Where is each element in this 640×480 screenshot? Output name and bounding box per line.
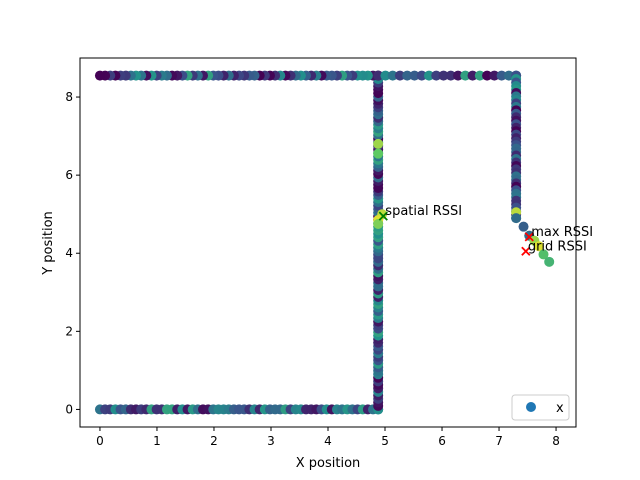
data-point: [518, 221, 529, 232]
x-tick-label: 8: [552, 434, 560, 448]
data-point: [460, 70, 471, 81]
data-point: [373, 148, 384, 159]
data-point: [402, 70, 413, 81]
legend-marker: [526, 402, 536, 412]
y-tick-label: 4: [65, 246, 73, 260]
marker-label: grid RSSI: [528, 239, 587, 254]
data-point: [373, 218, 384, 229]
data-point: [544, 256, 555, 267]
data-point: [453, 70, 464, 81]
x-tick-label: 6: [438, 434, 446, 448]
x-tick-label: 2: [210, 434, 218, 448]
legend-label: x: [556, 401, 564, 416]
y-tick-label: 2: [65, 324, 73, 338]
data-point: [373, 70, 384, 81]
legend-box: [511, 394, 570, 421]
data-point: [380, 70, 391, 81]
data-point: [496, 70, 507, 81]
x-tick-label: 5: [381, 434, 389, 448]
x-tick-label: 7: [495, 434, 503, 448]
x-tick-label: 4: [324, 434, 332, 448]
y-tick-label: 0: [65, 402, 73, 416]
y-axis-ticks: 0 2 4 6 8: [65, 90, 80, 416]
data-point: [387, 70, 398, 81]
data-point: [431, 70, 442, 81]
data-point: [538, 249, 549, 260]
marker-spatial-rssi: spatial RSSI: [378, 204, 462, 221]
data-point: [533, 241, 544, 252]
data-point: [445, 70, 456, 81]
data-point: [474, 70, 485, 81]
data-point: [424, 70, 435, 81]
data-point: [467, 70, 478, 81]
data-point: [482, 70, 493, 81]
data-point: [409, 70, 420, 81]
legend: x: [511, 394, 570, 421]
data-point: [416, 70, 427, 81]
data-point: [394, 70, 405, 81]
data-point: [373, 138, 384, 149]
data-point: [438, 70, 449, 81]
x-axis-label: X position: [296, 456, 361, 471]
data-point: [511, 213, 522, 224]
data-point: [94, 70, 105, 81]
marker-label: max RSSI: [531, 225, 593, 240]
x-tick-label: 1: [153, 434, 161, 448]
data-point: [489, 70, 500, 81]
y-tick-label: 6: [65, 168, 73, 182]
y-axis-label: Y position: [41, 211, 56, 276]
x-tick-label: 0: [96, 434, 104, 448]
marker-max-rssi: max RSSI: [524, 225, 593, 242]
marker-grid-rssi: grid RSSI: [521, 239, 587, 256]
marker-label: spatial RSSI: [385, 204, 462, 219]
x-tick-label: 3: [267, 434, 275, 448]
y-tick-label: 8: [65, 90, 73, 104]
x-axis-ticks: 0 1 2 3 4 5 6 7 8: [96, 427, 560, 448]
